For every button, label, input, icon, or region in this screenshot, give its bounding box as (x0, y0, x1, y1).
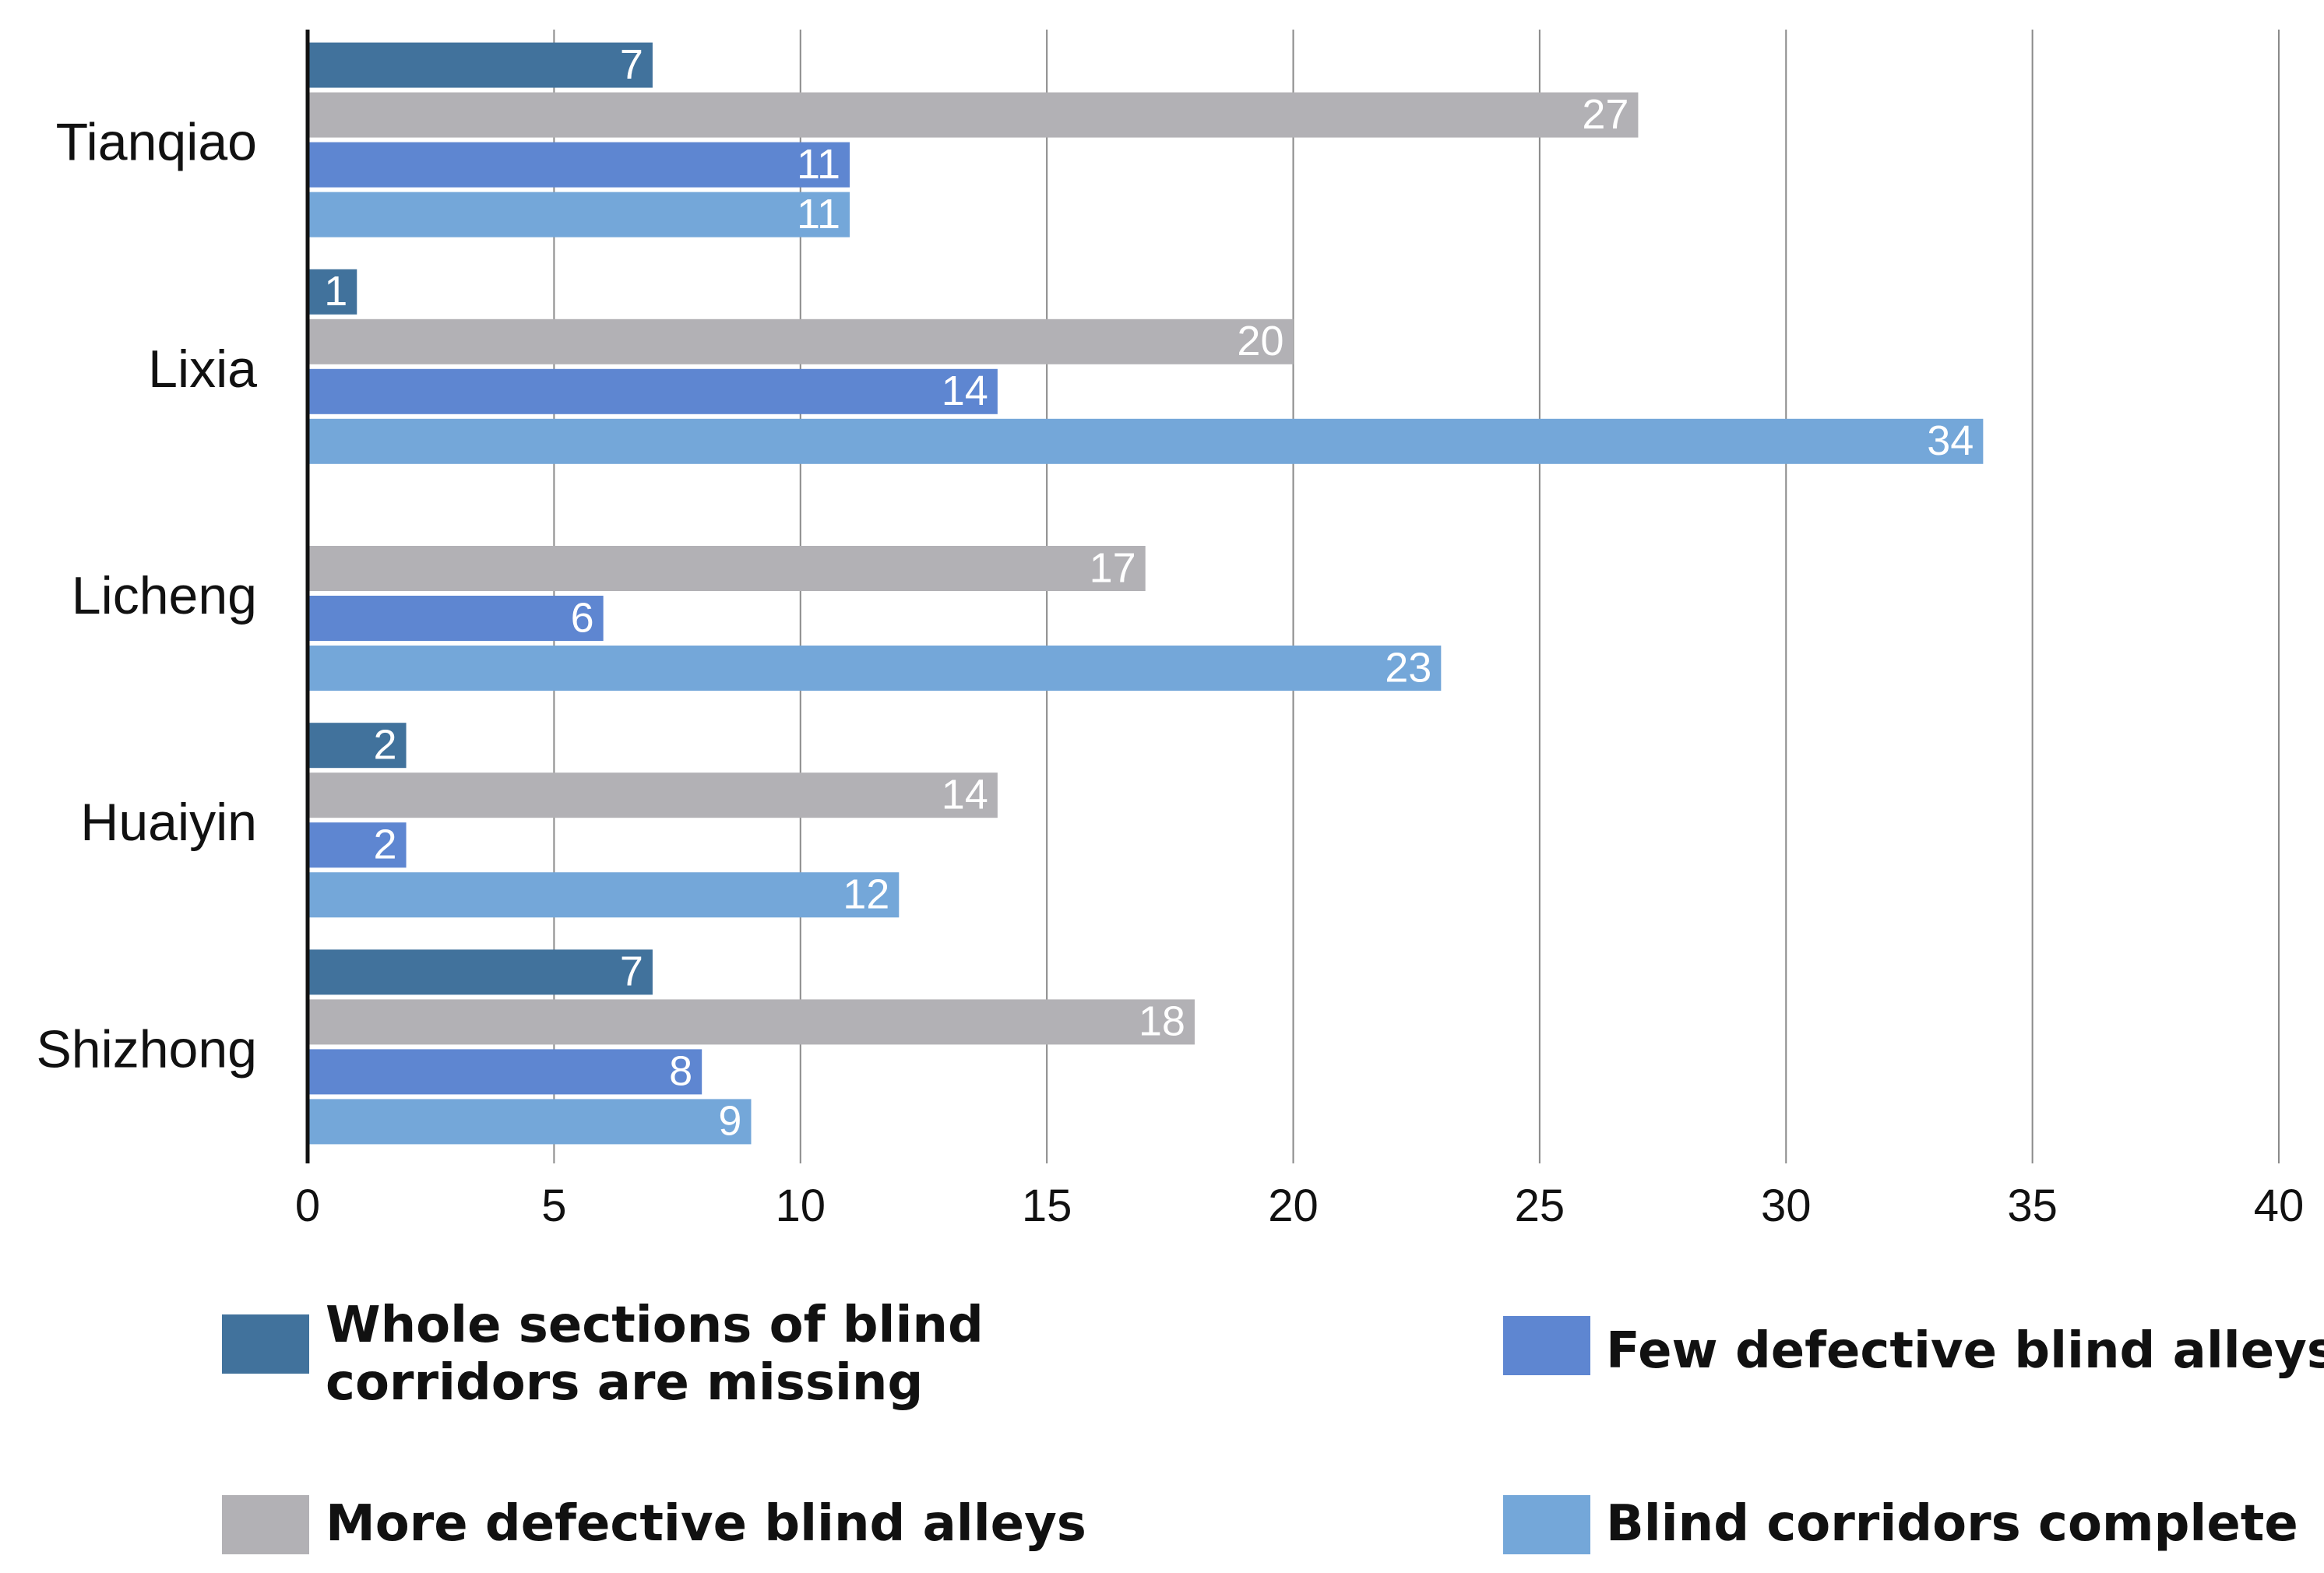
data-label-tianqiao-series-1: 7 (620, 41, 643, 88)
category-label-huaiyin: Huaiyin (80, 793, 257, 852)
category-label-tianqiao: Tianqiao (56, 113, 257, 172)
category-label-licheng: Licheng (72, 566, 257, 625)
category-label-lixia: Lixia (148, 340, 257, 399)
data-label-lixia-series-4: 34 (1927, 417, 1974, 464)
legend-label-series-1: Whole sections of blind corridors are mis… (326, 1297, 984, 1412)
data-label-shizhong-series-3: 8 (669, 1048, 692, 1095)
data-label-tianqiao-series-3: 11 (797, 141, 840, 188)
data-label-licheng-series-3: 6 (571, 594, 594, 641)
legend: Whole sections of blind corridors are mis… (222, 1297, 2324, 1554)
x-tick-label-0: 0 (295, 1181, 320, 1231)
x-tick-label-20: 20 (1268, 1181, 1319, 1231)
legend-swatch-series-2 (222, 1495, 309, 1554)
x-tick-label-30: 30 (1761, 1181, 1812, 1231)
bar-tianqiao-series-2 (308, 92, 1639, 138)
legend-swatch-series-4 (1503, 1495, 1590, 1554)
bar-shizhong-series-4 (308, 1099, 752, 1145)
x-tick-label-15: 15 (1022, 1181, 1072, 1231)
bar-licheng-series-2 (308, 546, 1146, 591)
data-label-huaiyin-series-4: 12 (843, 871, 889, 917)
data-label-huaiyin-series-1: 2 (374, 721, 397, 768)
bar-licheng-series-3 (308, 596, 604, 641)
bar-shizhong-series-3 (308, 1049, 702, 1095)
bar-huaiyin-series-2 (308, 772, 998, 818)
bar-tianqiao-series-1 (308, 42, 653, 88)
data-label-tianqiao-series-2: 27 (1582, 91, 1629, 138)
x-tick-label-5: 5 (541, 1181, 566, 1231)
bar-huaiyin-series-4 (308, 872, 900, 918)
data-label-shizhong-series-4: 9 (718, 1098, 741, 1145)
legend-label-series-2: More defective blind alleys (326, 1495, 1086, 1553)
data-label-lixia-series-2: 20 (1237, 318, 1283, 364)
legend-swatch-series-3 (1503, 1316, 1590, 1375)
bar-lixia-series-2 (308, 318, 1294, 364)
bar-shizhong-series-2 (308, 999, 1195, 1045)
x-tick-label-35: 35 (2007, 1181, 2058, 1231)
data-label-huaiyin-series-2: 14 (942, 771, 988, 818)
data-label-lixia-series-3: 14 (942, 368, 988, 414)
legend-label-series-3: Few defective blind alleys (1606, 1322, 2324, 1380)
bars (308, 42, 1984, 1145)
category-label-shizhong: Shizhong (36, 1019, 257, 1079)
bar-tianqiao-series-3 (308, 142, 850, 188)
data-label-lixia-series-1: 1 (324, 268, 347, 315)
data-label-licheng-series-4: 23 (1385, 644, 1431, 691)
bar-huaiyin-series-3 (308, 822, 407, 868)
bar-huaiyin-series-1 (308, 723, 407, 769)
bar-lixia-series-4 (308, 418, 1984, 464)
legend-swatch-series-1 (222, 1314, 309, 1374)
x-tick-label-25: 25 (1515, 1181, 1565, 1231)
x-tick-label-10: 10 (775, 1181, 826, 1231)
data-label-huaiyin-series-3: 2 (374, 821, 397, 867)
data-label-tianqiao-series-4: 11 (797, 191, 840, 238)
bar-lixia-series-3 (308, 368, 998, 414)
x-tick-label-40: 40 (2254, 1181, 2305, 1231)
axes: 0 5 10 15 20 25 30 35 40 Tianqiao Lixia Licheng Huai… (36, 30, 2304, 1231)
data-label-licheng-series-2: 17 (1090, 544, 1136, 591)
bar-shizhong-series-1 (308, 949, 653, 995)
data-label-shizhong-series-2: 18 (1139, 998, 1185, 1045)
bar-lixia-series-1 (308, 269, 357, 315)
bar-tianqiao-series-4 (308, 192, 850, 238)
bar-licheng-series-4 (308, 646, 1442, 691)
data-label-shizhong-series-1: 7 (620, 948, 643, 995)
legend-label-series-4: Blind corridors complete (1606, 1495, 2298, 1553)
